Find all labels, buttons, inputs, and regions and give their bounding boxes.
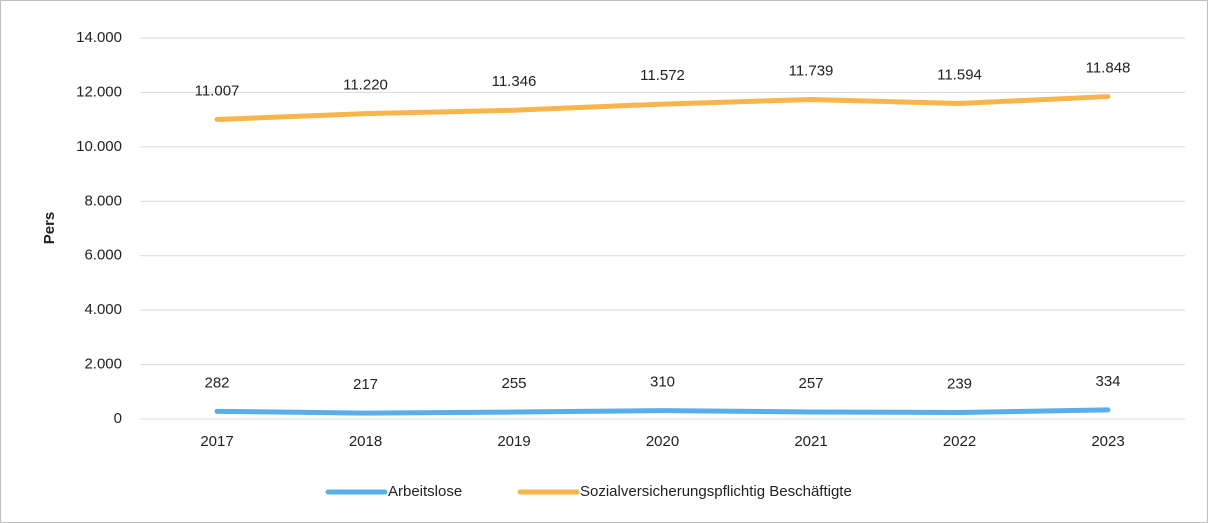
data-label: 310 bbox=[650, 374, 675, 391]
data-label: 11.594 bbox=[937, 66, 982, 83]
data-label: 257 bbox=[798, 375, 823, 392]
x-tick-label: 2017 bbox=[200, 433, 233, 450]
data-label: 11.848 bbox=[1086, 60, 1131, 77]
legend-label: Arbeitslose bbox=[388, 483, 462, 500]
data-label: 11.220 bbox=[343, 77, 388, 94]
series-line bbox=[214, 407, 1111, 416]
legend-label: Sozialversicherungspflichtig Beschäftigt… bbox=[580, 483, 852, 500]
data-label: 11.739 bbox=[789, 63, 834, 80]
y-tick-label: 14.000 bbox=[76, 29, 122, 46]
data-label: 11.572 bbox=[640, 67, 685, 84]
y-tick-label: 0 bbox=[114, 410, 122, 427]
data-label: 11.007 bbox=[195, 82, 240, 99]
x-tick-label: 2023 bbox=[1091, 433, 1124, 450]
x-tick-label: 2022 bbox=[943, 433, 976, 450]
data-label: 11.346 bbox=[492, 73, 537, 90]
series-line bbox=[214, 94, 1111, 122]
x-tick-label: 2020 bbox=[646, 433, 679, 450]
y-tick-label: 2.000 bbox=[84, 356, 122, 373]
y-tick-label: 8.000 bbox=[84, 192, 122, 209]
data-label: 255 bbox=[501, 375, 526, 392]
x-tick-label: 2018 bbox=[349, 433, 382, 450]
y-tick-label: 6.000 bbox=[84, 247, 122, 264]
y-tick-label: 4.000 bbox=[84, 301, 122, 318]
data-label: 217 bbox=[353, 376, 378, 393]
y-tick-label: 10.000 bbox=[76, 138, 122, 155]
data-label: 334 bbox=[1095, 373, 1120, 390]
y-axis-label: Pers bbox=[41, 212, 58, 245]
x-tick-label: 2021 bbox=[794, 433, 827, 450]
x-tick-label: 2019 bbox=[497, 433, 530, 450]
data-label: 239 bbox=[947, 375, 972, 392]
y-tick-label: 12.000 bbox=[76, 83, 122, 100]
data-label: 282 bbox=[204, 374, 229, 391]
